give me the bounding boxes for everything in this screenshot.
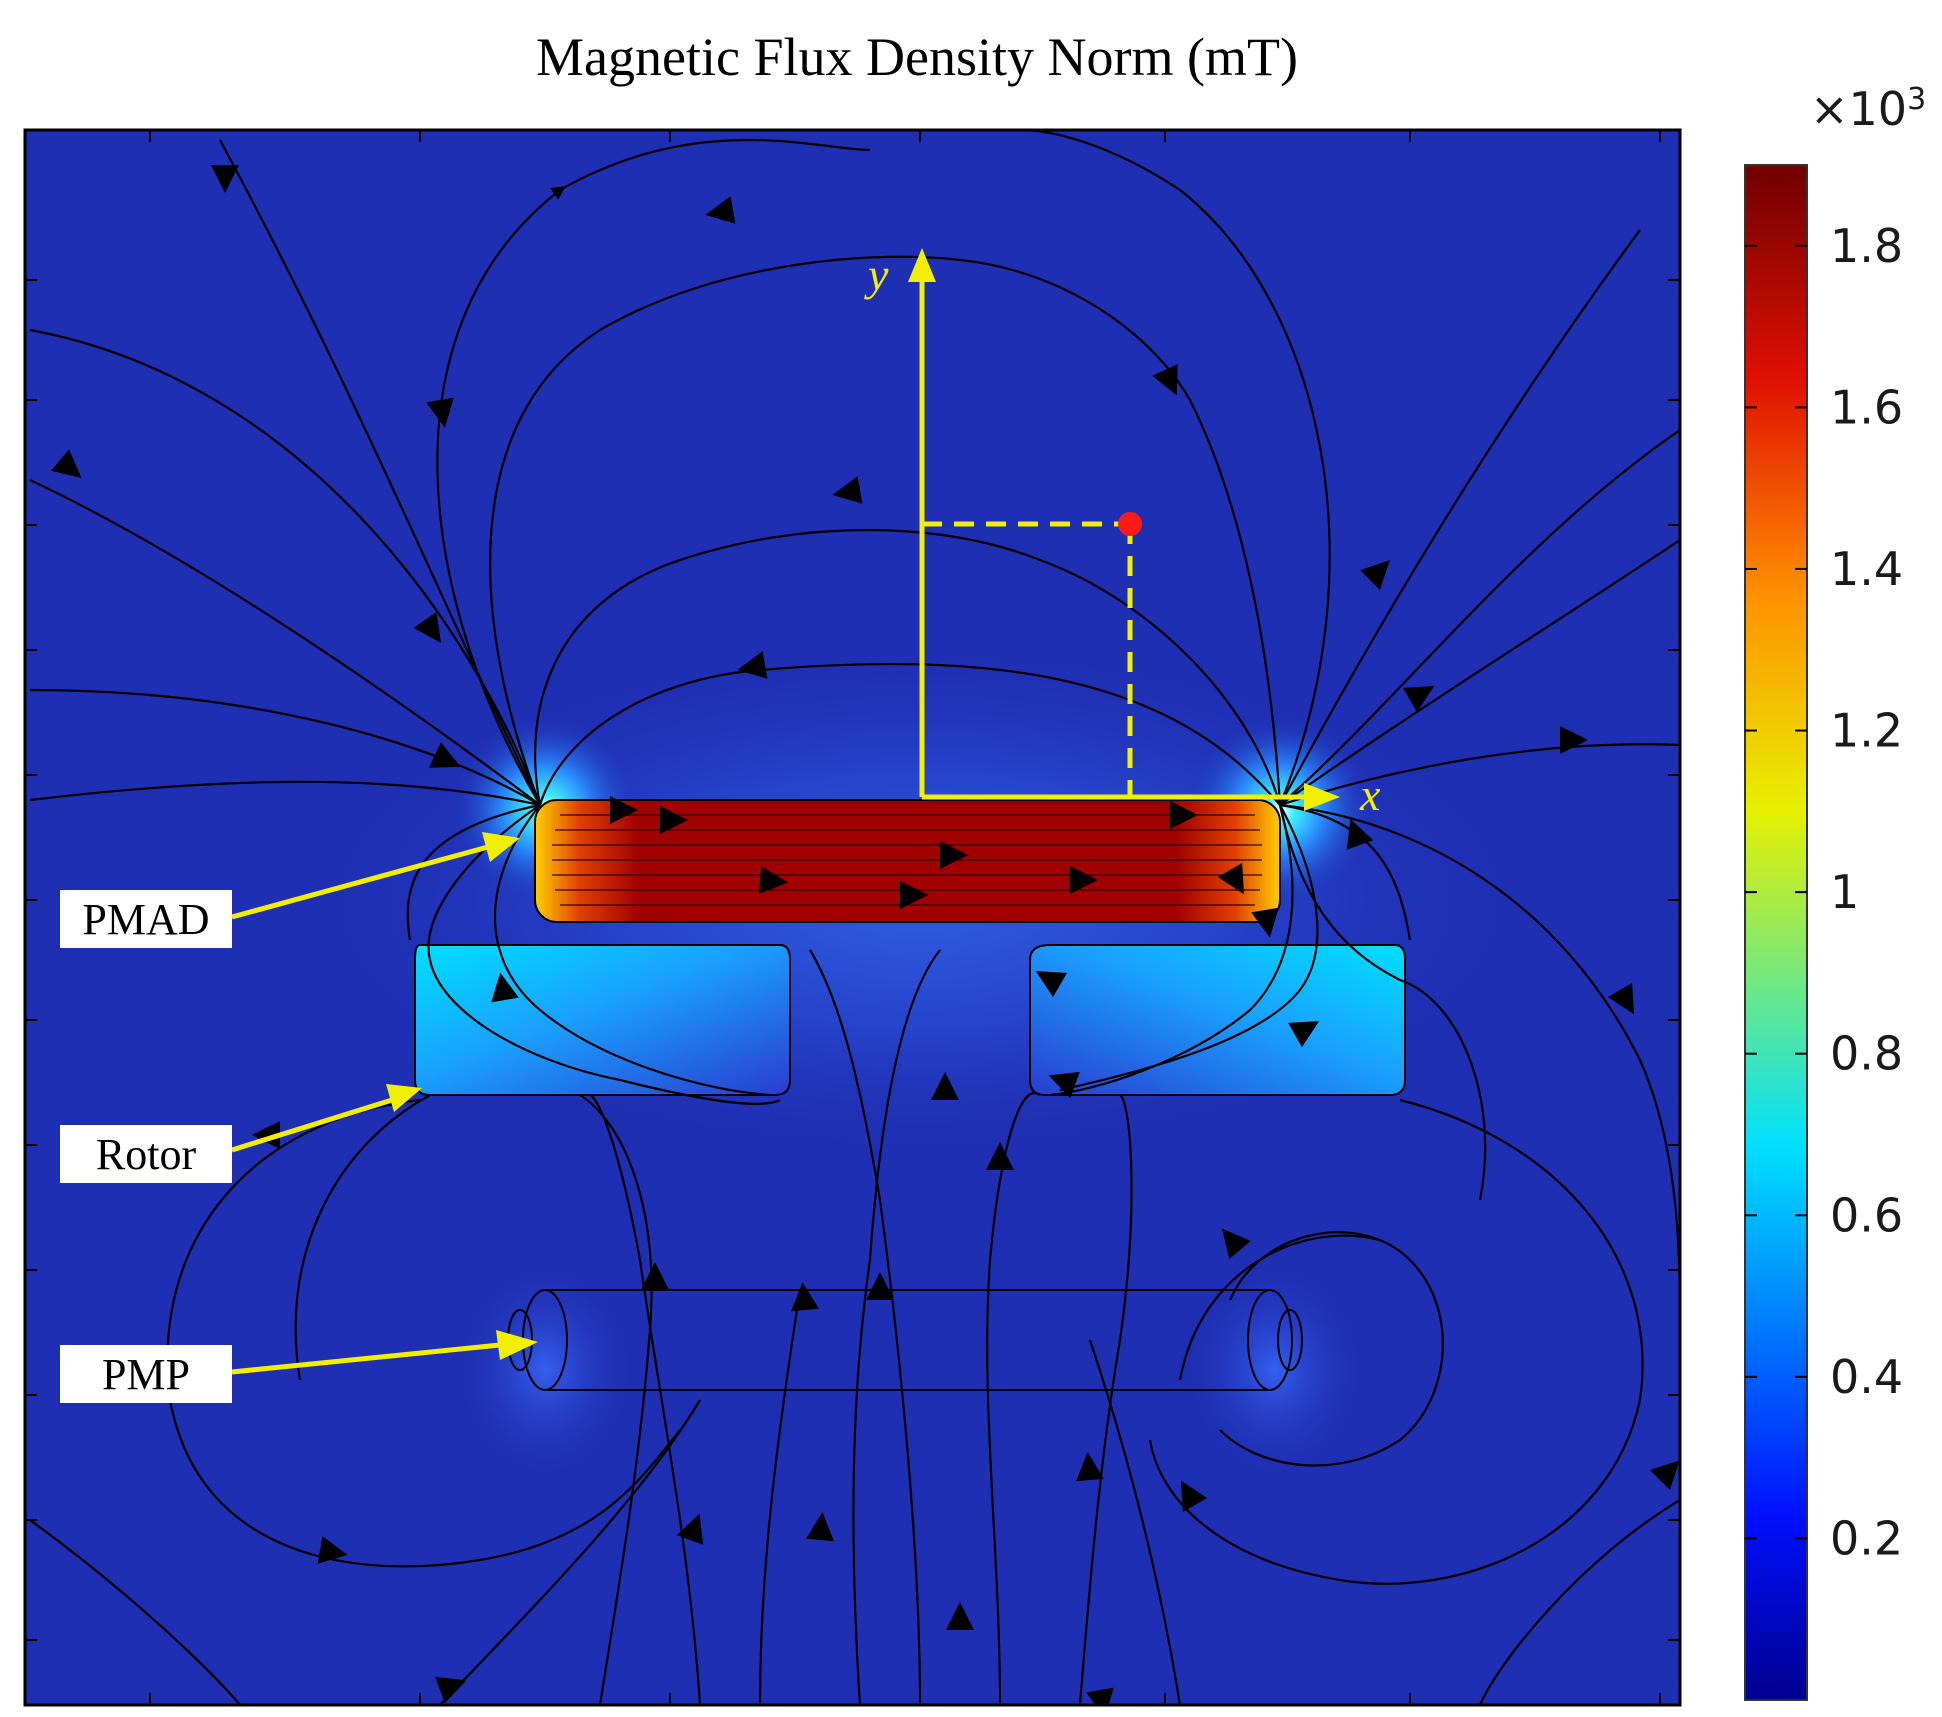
pmp-left-glow: [455, 1260, 635, 1480]
colorbar-tick-label: 0.2: [1830, 1511, 1903, 1565]
colorbar-gradient: [1744, 164, 1808, 1701]
pmad-label: PMAD: [82, 895, 209, 944]
coordinate-axes: y x: [864, 248, 1381, 820]
pmp-pointer-arrowhead: [496, 1330, 538, 1360]
colorbar-multiplier-base: ×10: [1810, 82, 1907, 136]
x-axis-label: x: [1359, 769, 1381, 820]
colorbar-tick-label: 1.8: [1830, 219, 1903, 273]
colorbar-tick-label: 0.8: [1830, 1027, 1903, 1081]
component-labels: PMAD Rotor PMP: [60, 832, 538, 1403]
colorbar-multiplier-exponent: 3: [1907, 82, 1926, 117]
x-axis-arrowhead: [1304, 783, 1340, 811]
colorbar-multiplier: ×103: [1810, 82, 1926, 136]
pmp-label-box: [60, 1345, 232, 1403]
rotor-pointer-arrowhead: [386, 1084, 422, 1112]
pmp-right-glow: [1185, 1260, 1365, 1480]
measurement-point-marker: [1118, 512, 1142, 536]
rotor-left-half: [414, 944, 791, 1096]
streamlines: [29, 130, 1680, 1705]
colorbar-tick-label: 1.2: [1830, 704, 1903, 758]
rotor-label-box: [60, 1125, 232, 1183]
pmp-pointer-line: [231, 1342, 501, 1375]
colorbar-tick-label: 0.4: [1830, 1350, 1903, 1404]
rotor-label: Rotor: [96, 1130, 197, 1179]
colorbar: ×103 1.8 1.6 1.4 1.2 1 0.8 0.6 0.4 0.2: [1744, 82, 1926, 1701]
frame-ticks: [25, 130, 1680, 1705]
colorbar-tick-label: 0.6: [1830, 1188, 1903, 1242]
field-plot: [23, 128, 1682, 1707]
colorbar-tick-label: 1: [1830, 865, 1859, 919]
rotor-right-half: [1029, 944, 1406, 1096]
colorbar-tick-label: 1.4: [1830, 542, 1903, 596]
y-axis-arrowhead: [908, 248, 936, 282]
pmad-label-box: [60, 890, 232, 948]
colorbar-ticks: 1.8 1.6 1.4 1.2 1 0.8 0.6 0.4 0.2: [1745, 219, 1903, 1565]
pmp-label: PMP: [102, 1350, 190, 1399]
pmad-pointer-line: [231, 844, 489, 920]
colorbar-tick-label: 1.6: [1830, 380, 1903, 434]
figure-title: Magnetic Flux Density Norm (mT): [536, 27, 1298, 87]
streamline-arrows: [51, 165, 1680, 1705]
rotor-pointer-line: [231, 1097, 393, 1153]
pmad-pointer-arrowhead: [482, 832, 520, 862]
y-axis-label: y: [864, 249, 889, 300]
